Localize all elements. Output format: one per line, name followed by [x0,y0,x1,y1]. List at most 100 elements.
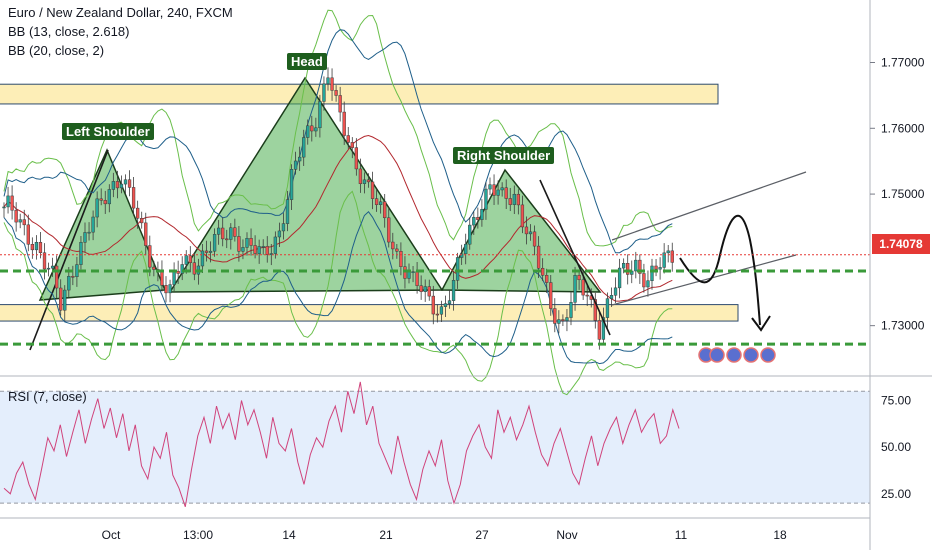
candle-body [358,168,363,184]
candle-body [642,273,646,288]
candle-body [253,245,257,254]
candle-body [322,83,326,102]
indicator-bb-20[interactable]: BB (20, close, 2) [8,43,105,58]
candle-body [447,300,452,304]
candle-body [411,271,415,273]
head-label: Head [287,53,327,70]
rsi-line [3,381,680,507]
candle-body [204,250,209,253]
candle-body [370,181,375,199]
time-tick-label: 27 [475,528,489,542]
candle-body [395,248,399,252]
candle-body [164,285,168,294]
candle-body [188,255,192,263]
candle-body [172,270,176,285]
candle-body [148,245,152,268]
candle-body [520,204,525,228]
candle-body [59,287,63,311]
candle-body [626,263,630,275]
candle-body [532,231,537,247]
candle-body [541,267,545,276]
candle-body [597,320,602,340]
time-tick-label: 13:00 [183,528,213,542]
candle-body [285,199,290,224]
candle-body [14,209,18,223]
candle-body [581,279,585,296]
candle-body [249,238,253,246]
candle-body [200,250,205,267]
candle-body [184,255,188,265]
candle-body [650,265,654,281]
time-tick-label: 18 [773,528,787,542]
price-tick-label: 1.77000 [881,56,925,70]
price-tick-label: 1.73000 [881,319,925,333]
candle-body [431,295,435,315]
candle-body [261,246,265,248]
candle-body [75,264,79,278]
candle-body [144,222,148,246]
right-shoulder-label: Right Shoulder [453,147,555,164]
candle-body [281,223,286,232]
candle-body [95,198,99,218]
price-tick-label: 1.75000 [881,187,925,201]
candle-body [666,250,670,254]
candle-body [50,265,55,269]
candle-body [362,179,367,184]
indicator-bb-13[interactable]: BB (13, close, 2.618) [8,24,130,39]
candle-body [310,125,314,132]
bb20-lower-band [3,210,673,365]
candle-body [87,231,91,234]
event-flag-icon [726,347,742,363]
candle-body [212,234,217,252]
candle-body [391,241,395,250]
candle-body [123,179,128,185]
candle-body [536,245,541,269]
candle-body [573,275,577,303]
candle-body [342,111,346,136]
bb20-upper-band [3,29,673,254]
candle-body [500,187,504,191]
candle-body [439,306,444,315]
event-flag-icon [709,347,725,363]
candle-body [508,198,512,205]
candle-body [638,259,642,274]
time-tick-label: 21 [379,528,393,542]
candle-body [496,189,500,196]
candle-body [257,246,261,254]
candle-body [225,238,229,241]
candle-body [609,295,614,299]
candle-body [565,317,569,321]
candle-body [492,184,496,196]
breakdown-line [539,179,611,336]
projection-path [679,214,761,326]
candle-body [103,200,107,205]
candle-body [613,287,618,296]
candle-body [140,218,144,224]
candle-body [443,303,448,307]
candle-body [464,243,468,255]
candle-body [63,289,67,311]
current-price-tag: 1.74078 [872,234,930,254]
channel-lower-line [611,254,797,306]
candle-body [55,265,59,289]
time-tick-label: 11 [675,528,688,542]
candle-body [658,267,662,270]
indicator-rsi[interactable]: RSI (7, close) [8,389,87,404]
candle-body [6,195,10,208]
candle-body [330,77,334,91]
rsi-group [3,381,680,507]
candle-body [119,183,124,189]
time-tick-label: Nov [556,528,577,542]
candle-body [71,276,75,278]
candle-body [524,226,529,235]
candle-body [192,262,196,275]
candle-body [403,266,407,279]
candle-body [354,147,359,170]
candle-body [168,284,172,294]
candle-body [528,231,533,235]
rsi-tick-label: 75.00 [881,394,911,408]
candle-body [419,285,423,292]
channel-upper-line [611,171,807,241]
